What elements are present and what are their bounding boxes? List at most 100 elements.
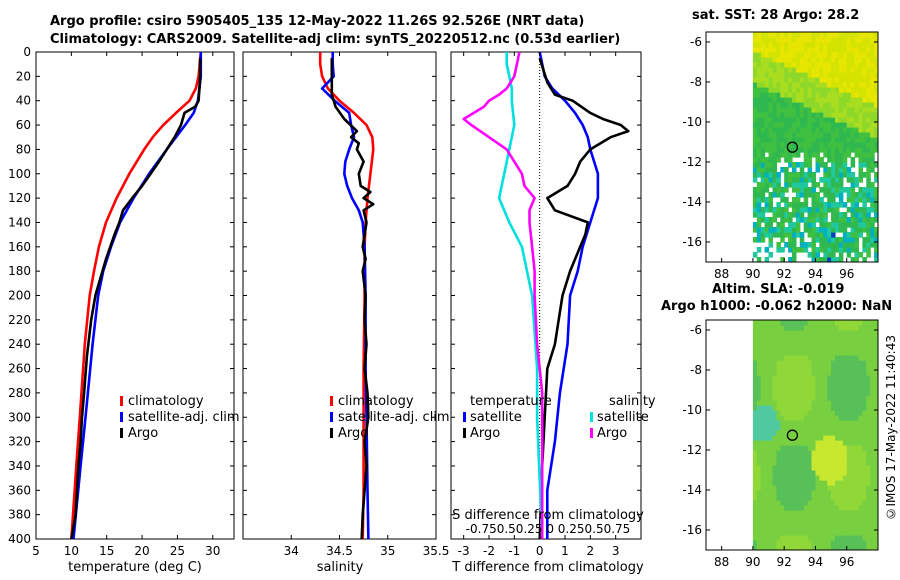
map-cell <box>862 52 867 58</box>
map-cell <box>835 460 840 466</box>
map-cell <box>870 162 875 168</box>
map-cell <box>838 67 844 73</box>
map-cell <box>756 435 762 441</box>
map-cell <box>764 380 770 386</box>
map-cell <box>831 400 836 406</box>
map-cell <box>854 515 859 521</box>
map-cell <box>831 370 836 376</box>
map-cell <box>756 325 762 331</box>
map-cell <box>838 182 844 188</box>
map-cell <box>850 465 856 471</box>
map-cell <box>827 167 832 173</box>
map-cell <box>776 47 781 53</box>
map-cell <box>850 247 856 253</box>
map-cell <box>838 425 844 431</box>
map-cell <box>799 167 805 173</box>
map-cell <box>842 37 848 43</box>
map-cell <box>756 97 762 103</box>
map-cell <box>807 207 813 213</box>
map-cell <box>752 410 758 416</box>
series-line-t-argo <box>538 57 630 539</box>
map-cell <box>846 92 852 98</box>
map-cell <box>780 460 785 466</box>
map-cell <box>854 107 859 113</box>
map-cell <box>799 147 805 153</box>
map-cell <box>819 325 824 331</box>
map-cell <box>870 202 875 208</box>
map-cell <box>776 147 781 153</box>
map-cell <box>827 395 832 401</box>
map-cell <box>831 47 836 53</box>
map-cell <box>807 137 813 143</box>
map-cell <box>846 52 852 58</box>
map-cell <box>827 157 832 163</box>
map-cell <box>870 490 875 496</box>
map-cell <box>760 480 766 486</box>
map-cell <box>850 340 856 346</box>
map-cell <box>862 57 867 63</box>
map-cell <box>854 425 859 431</box>
map-cell <box>866 237 871 243</box>
map-cell <box>756 67 762 73</box>
map-cell <box>764 57 770 63</box>
map-cell <box>838 460 844 466</box>
map-cell <box>752 515 758 521</box>
map-cell <box>792 500 797 506</box>
map-cell <box>846 405 852 411</box>
map-cell <box>780 197 785 203</box>
map-cell <box>811 345 816 351</box>
map-cell <box>862 222 867 228</box>
map-cell <box>776 227 781 233</box>
map-cell <box>862 355 867 361</box>
map-cell <box>792 415 797 421</box>
map-cell <box>795 217 801 223</box>
map-cell <box>799 430 805 436</box>
map-cell <box>776 530 781 536</box>
map-cell <box>854 375 859 381</box>
map-cell <box>780 410 785 416</box>
map-cell <box>799 415 805 421</box>
map-cell <box>854 67 859 73</box>
map-cell <box>795 72 801 78</box>
map-cell <box>819 390 824 396</box>
map-cell <box>756 530 762 536</box>
map-cell <box>788 415 793 421</box>
map-cell <box>772 400 777 406</box>
map-cell <box>784 425 789 431</box>
map-cell <box>752 132 758 138</box>
map-cell <box>788 42 793 48</box>
map-cell <box>760 450 766 456</box>
map-cell <box>788 242 793 248</box>
map-cell <box>780 480 785 486</box>
map-cell <box>807 470 813 476</box>
map-cell <box>835 335 840 341</box>
map-cell <box>792 177 797 183</box>
map-cell <box>788 102 793 108</box>
map-cell <box>760 92 766 98</box>
map-cell <box>752 177 758 183</box>
map-cell <box>784 142 789 148</box>
map-cell <box>858 232 863 238</box>
map-y-tick-label: -16 <box>682 523 702 537</box>
map-cell <box>788 455 793 461</box>
map-cell <box>838 455 844 461</box>
map-cell <box>784 82 789 88</box>
map-cell <box>862 242 867 248</box>
map-cell <box>799 137 805 143</box>
map-cell <box>807 425 813 431</box>
map-cell <box>784 67 789 73</box>
map-cell <box>862 152 867 158</box>
map-cell <box>842 360 848 366</box>
map-cell <box>768 540 773 546</box>
map-cell <box>756 390 762 396</box>
map-cell <box>756 375 762 381</box>
map-cell <box>838 57 844 63</box>
map-cell <box>838 370 844 376</box>
map-cell <box>784 187 789 193</box>
map-cell <box>752 405 758 411</box>
map-cell <box>792 197 797 203</box>
map-cell <box>811 480 816 486</box>
map-cell <box>772 520 777 526</box>
map-cell <box>862 445 867 451</box>
map-cell <box>760 520 766 526</box>
